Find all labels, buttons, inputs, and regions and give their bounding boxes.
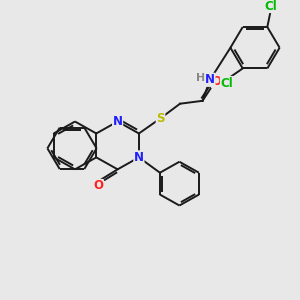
Text: O: O [93,179,103,193]
Text: N: N [205,73,215,86]
Text: Cl: Cl [265,0,277,13]
Text: H: H [196,73,205,83]
Text: N: N [134,151,144,164]
Text: N: N [112,115,123,128]
Text: Cl: Cl [220,76,233,89]
Text: O: O [212,75,222,88]
Text: S: S [156,112,165,125]
